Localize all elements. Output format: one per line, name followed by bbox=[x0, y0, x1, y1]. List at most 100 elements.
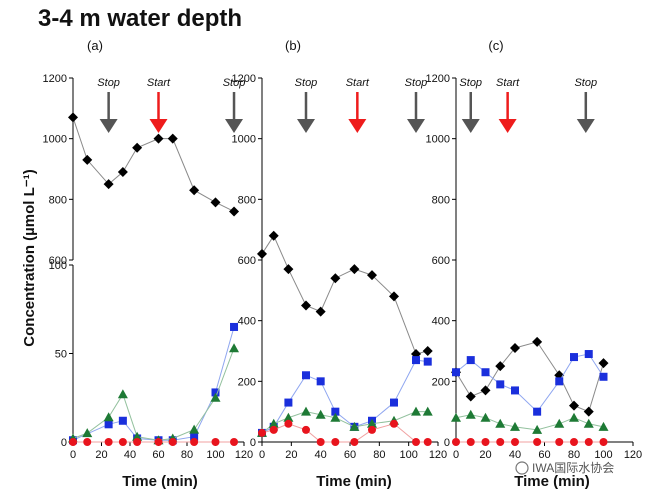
start-arrow-head-b bbox=[348, 119, 367, 133]
point-diamond-b bbox=[349, 264, 360, 275]
y-tick-label-b: 800 bbox=[238, 194, 256, 206]
point-diamond-a bbox=[210, 197, 221, 208]
point-circle-a bbox=[69, 438, 77, 446]
x-tick-label-a: 60 bbox=[152, 449, 164, 461]
point-triangle-b bbox=[411, 406, 421, 416]
point-triangle-c bbox=[480, 412, 491, 422]
point-circle-b bbox=[423, 438, 432, 446]
point-diamond-b bbox=[367, 270, 377, 281]
point-square-c bbox=[570, 353, 578, 362]
point-triangle-c bbox=[532, 424, 543, 434]
series-line-diamond-b bbox=[261, 234, 428, 355]
point-triangle-c bbox=[495, 418, 506, 428]
x-axis-title-c: Time (min) bbox=[514, 473, 590, 490]
point-diamond-b bbox=[422, 346, 433, 356]
stop-label-c: Stop bbox=[574, 77, 597, 89]
stop-arrow-head-c bbox=[576, 119, 595, 133]
x-tick-label-a: 40 bbox=[124, 449, 136, 461]
point-triangle-c bbox=[451, 412, 461, 422]
panel-label-b: (b) bbox=[285, 38, 301, 53]
x-tick-label-a: 100 bbox=[206, 449, 224, 461]
y-tick-label-a: 1200 bbox=[43, 73, 67, 85]
point-triangle-b bbox=[301, 406, 311, 416]
point-diamond-a bbox=[229, 206, 240, 217]
point-diamond-c bbox=[598, 358, 609, 369]
point-circle-c bbox=[466, 438, 475, 446]
x-tick-label-c: 120 bbox=[624, 449, 642, 461]
point-diamond-a bbox=[189, 185, 200, 196]
point-circle-a bbox=[154, 438, 163, 446]
stop-label-c: Stop bbox=[459, 77, 482, 89]
y-tick-label-a: 50 bbox=[55, 349, 67, 361]
point-triangle-c bbox=[583, 418, 594, 428]
point-square-c bbox=[452, 368, 460, 377]
start-label-a: Start bbox=[147, 77, 171, 89]
point-square-b bbox=[316, 377, 325, 386]
y-tick-label-a: 600 bbox=[49, 255, 67, 267]
point-triangle-c bbox=[465, 409, 476, 419]
point-square-c bbox=[599, 372, 608, 381]
point-diamond-b bbox=[315, 306, 326, 317]
point-circle-a bbox=[230, 438, 239, 446]
x-tick-label-b: 100 bbox=[399, 449, 417, 461]
point-triangle-b bbox=[422, 406, 433, 416]
y-tick-label-c: 800 bbox=[432, 194, 450, 206]
panel-label-c: (c) bbox=[488, 38, 503, 53]
point-circle-c bbox=[481, 438, 490, 446]
x-axis-title-a: Time (min) bbox=[122, 473, 198, 490]
y-axis-title: Concentration (µmol L⁻¹) bbox=[21, 169, 38, 346]
x-tick-label-c: 40 bbox=[509, 449, 521, 461]
x-tick-label-b: 20 bbox=[285, 449, 297, 461]
x-tick-label-b: 120 bbox=[429, 449, 447, 461]
series-line-triangle-a bbox=[72, 348, 235, 441]
point-circle-b bbox=[412, 438, 420, 446]
x-tick-label-a: 0 bbox=[70, 449, 76, 461]
point-square-b bbox=[423, 357, 432, 366]
series-line-triangle-c bbox=[455, 414, 604, 431]
point-square-b bbox=[331, 407, 340, 416]
point-triangle-a bbox=[117, 389, 128, 399]
x-tick-label-a: 80 bbox=[181, 449, 193, 461]
point-triangle-c bbox=[598, 421, 609, 431]
y-tick-label-a: 1000 bbox=[43, 134, 67, 146]
point-triangle-c bbox=[510, 421, 520, 431]
start-label-b: Start bbox=[346, 77, 370, 89]
point-circle-c bbox=[496, 438, 505, 446]
point-square-a bbox=[104, 420, 113, 429]
y-tick-label-b: 400 bbox=[238, 316, 256, 328]
x-tick-label-c: 80 bbox=[568, 449, 580, 461]
point-diamond-b bbox=[389, 291, 399, 302]
point-diamond-c bbox=[569, 400, 579, 411]
y-tick-label-a: 100 bbox=[49, 260, 67, 272]
x-tick-label-c: 60 bbox=[538, 449, 550, 461]
point-diamond-a bbox=[153, 133, 164, 144]
stop-label-a: Stop bbox=[223, 77, 246, 89]
point-triangle-a bbox=[189, 424, 200, 434]
point-circle-a bbox=[83, 438, 92, 446]
y-tick-label-a: 0 bbox=[61, 437, 67, 449]
point-circle-a bbox=[104, 438, 113, 446]
point-diamond-c bbox=[532, 336, 543, 347]
point-triangle-a bbox=[132, 431, 143, 441]
point-triangle-b bbox=[315, 409, 326, 419]
point-circle-b bbox=[390, 419, 398, 428]
stop-arrow-head-a bbox=[99, 119, 118, 133]
point-triangle-b bbox=[367, 418, 377, 428]
x-axis-title-b: Time (min) bbox=[316, 473, 392, 490]
x-tick-label-b: 80 bbox=[373, 449, 385, 461]
panel-label-a: (a) bbox=[87, 38, 103, 53]
point-triangle-a bbox=[103, 412, 114, 422]
point-triangle-a bbox=[210, 392, 221, 402]
start-arrow-head-c bbox=[498, 119, 517, 133]
point-square-c bbox=[496, 380, 505, 389]
point-circle-a bbox=[211, 438, 220, 446]
stop-label-a: Stop bbox=[97, 77, 120, 89]
stop-arrow-head-b bbox=[297, 119, 315, 133]
point-diamond-c bbox=[480, 385, 491, 396]
point-circle-a bbox=[118, 438, 127, 446]
x-tick-label-a: 120 bbox=[235, 449, 253, 461]
point-diamond-b bbox=[268, 230, 279, 241]
point-square-c bbox=[584, 350, 593, 359]
x-tick-label-b: 40 bbox=[315, 449, 327, 461]
